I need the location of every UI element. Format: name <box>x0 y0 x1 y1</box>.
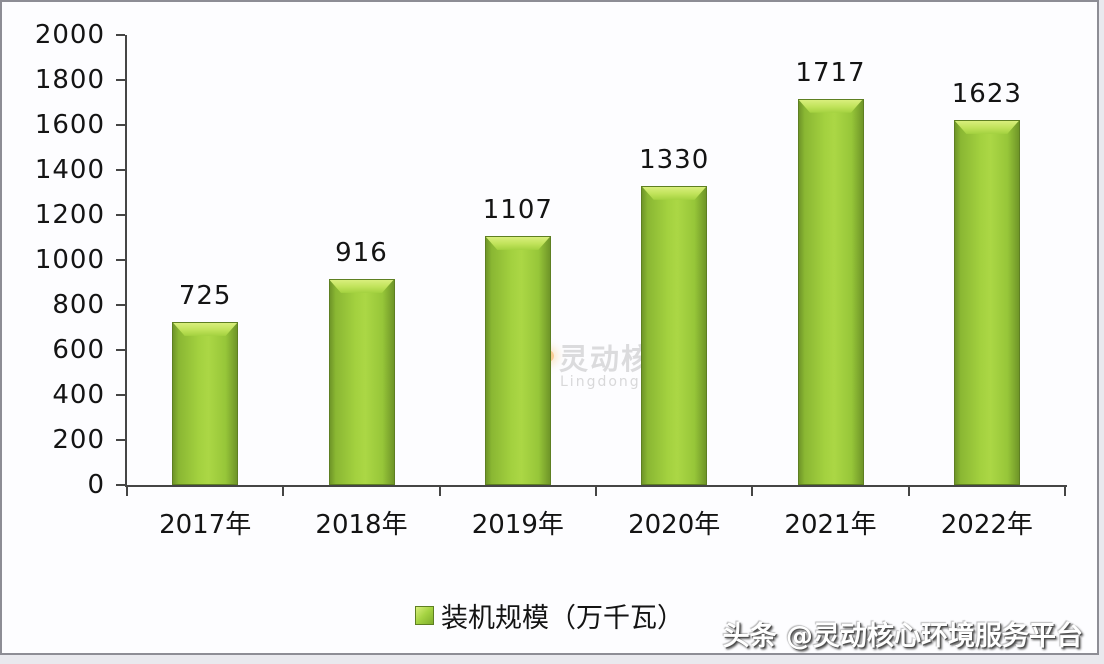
bar-value-label: 1717 <box>795 57 866 88</box>
x-tick-mark <box>595 487 597 496</box>
bar-top-bevel <box>485 236 550 250</box>
y-tick-mark <box>116 214 125 216</box>
bar-value-label: 916 <box>335 237 388 268</box>
bar <box>172 321 239 485</box>
bar-top-bevel <box>954 120 1019 134</box>
y-tick-label: 1000 <box>34 245 105 275</box>
bar-top-bevel <box>798 99 863 113</box>
legend: 装机规模（万千瓦） <box>2 596 1097 634</box>
y-tick-label: 1200 <box>34 200 105 230</box>
x-category-label: 2020年 <box>628 510 721 540</box>
bar-top-bevel <box>329 279 394 293</box>
x-tick-mark <box>751 487 754 496</box>
y-axis-line <box>125 35 127 487</box>
y-tick-mark <box>116 169 125 171</box>
x-tick-mark <box>126 487 128 496</box>
x-category-label: 2021年 <box>784 510 877 540</box>
bar-value-label: 1623 <box>951 78 1022 109</box>
bar <box>797 98 864 485</box>
y-tick-mark <box>116 484 125 486</box>
y-tick-mark <box>116 34 125 36</box>
bar-value-label: 725 <box>178 280 232 311</box>
y-tick-label: 1600 <box>34 110 105 140</box>
plot-area: 灵动核心 Lingdong Core 0 200 400 600 800 1000 1200… <box>2 2 1097 653</box>
y-tick-label: 0 <box>87 470 105 500</box>
bar <box>953 119 1020 485</box>
y-tick-label: 400 <box>52 380 105 410</box>
x-category-label: 2018年 <box>315 510 408 540</box>
y-tick-mark <box>116 349 125 351</box>
bar-top-bevel <box>642 186 707 200</box>
legend-label: 装机规模（万千瓦） <box>441 602 684 634</box>
x-tick-mark <box>1064 487 1066 496</box>
x-category-label: 2017年 <box>159 510 252 540</box>
y-tick-mark <box>116 79 125 81</box>
y-tick-mark <box>116 124 125 126</box>
y-tick-label: 1800 <box>34 65 105 95</box>
bar <box>484 235 551 485</box>
attribution-text: 头条 @灵动核心环境服务平台 <box>722 621 1083 652</box>
x-category-label: 2019年 <box>471 510 564 540</box>
bar-top-bevel <box>173 322 238 336</box>
x-tick-mark <box>282 487 285 496</box>
y-tick-mark <box>116 439 125 441</box>
y-tick-mark <box>116 394 125 396</box>
bar <box>328 278 395 485</box>
x-tick-mark <box>438 487 441 496</box>
y-tick-mark <box>116 259 125 261</box>
x-axis-line <box>125 485 1067 487</box>
x-tick-mark <box>907 487 910 496</box>
bar <box>641 185 708 485</box>
y-tick-label: 1400 <box>34 155 105 185</box>
legend-marker-icon <box>415 605 434 625</box>
bar-value-label: 1107 <box>482 194 553 225</box>
y-tick-mark <box>116 304 125 306</box>
y-tick-label: 2000 <box>34 20 105 50</box>
bar-value-label: 1330 <box>639 144 710 175</box>
y-tick-label: 200 <box>52 425 105 455</box>
x-category-label: 2022年 <box>940 510 1033 540</box>
y-tick-label: 800 <box>52 290 105 320</box>
y-tick-label: 600 <box>52 335 105 365</box>
